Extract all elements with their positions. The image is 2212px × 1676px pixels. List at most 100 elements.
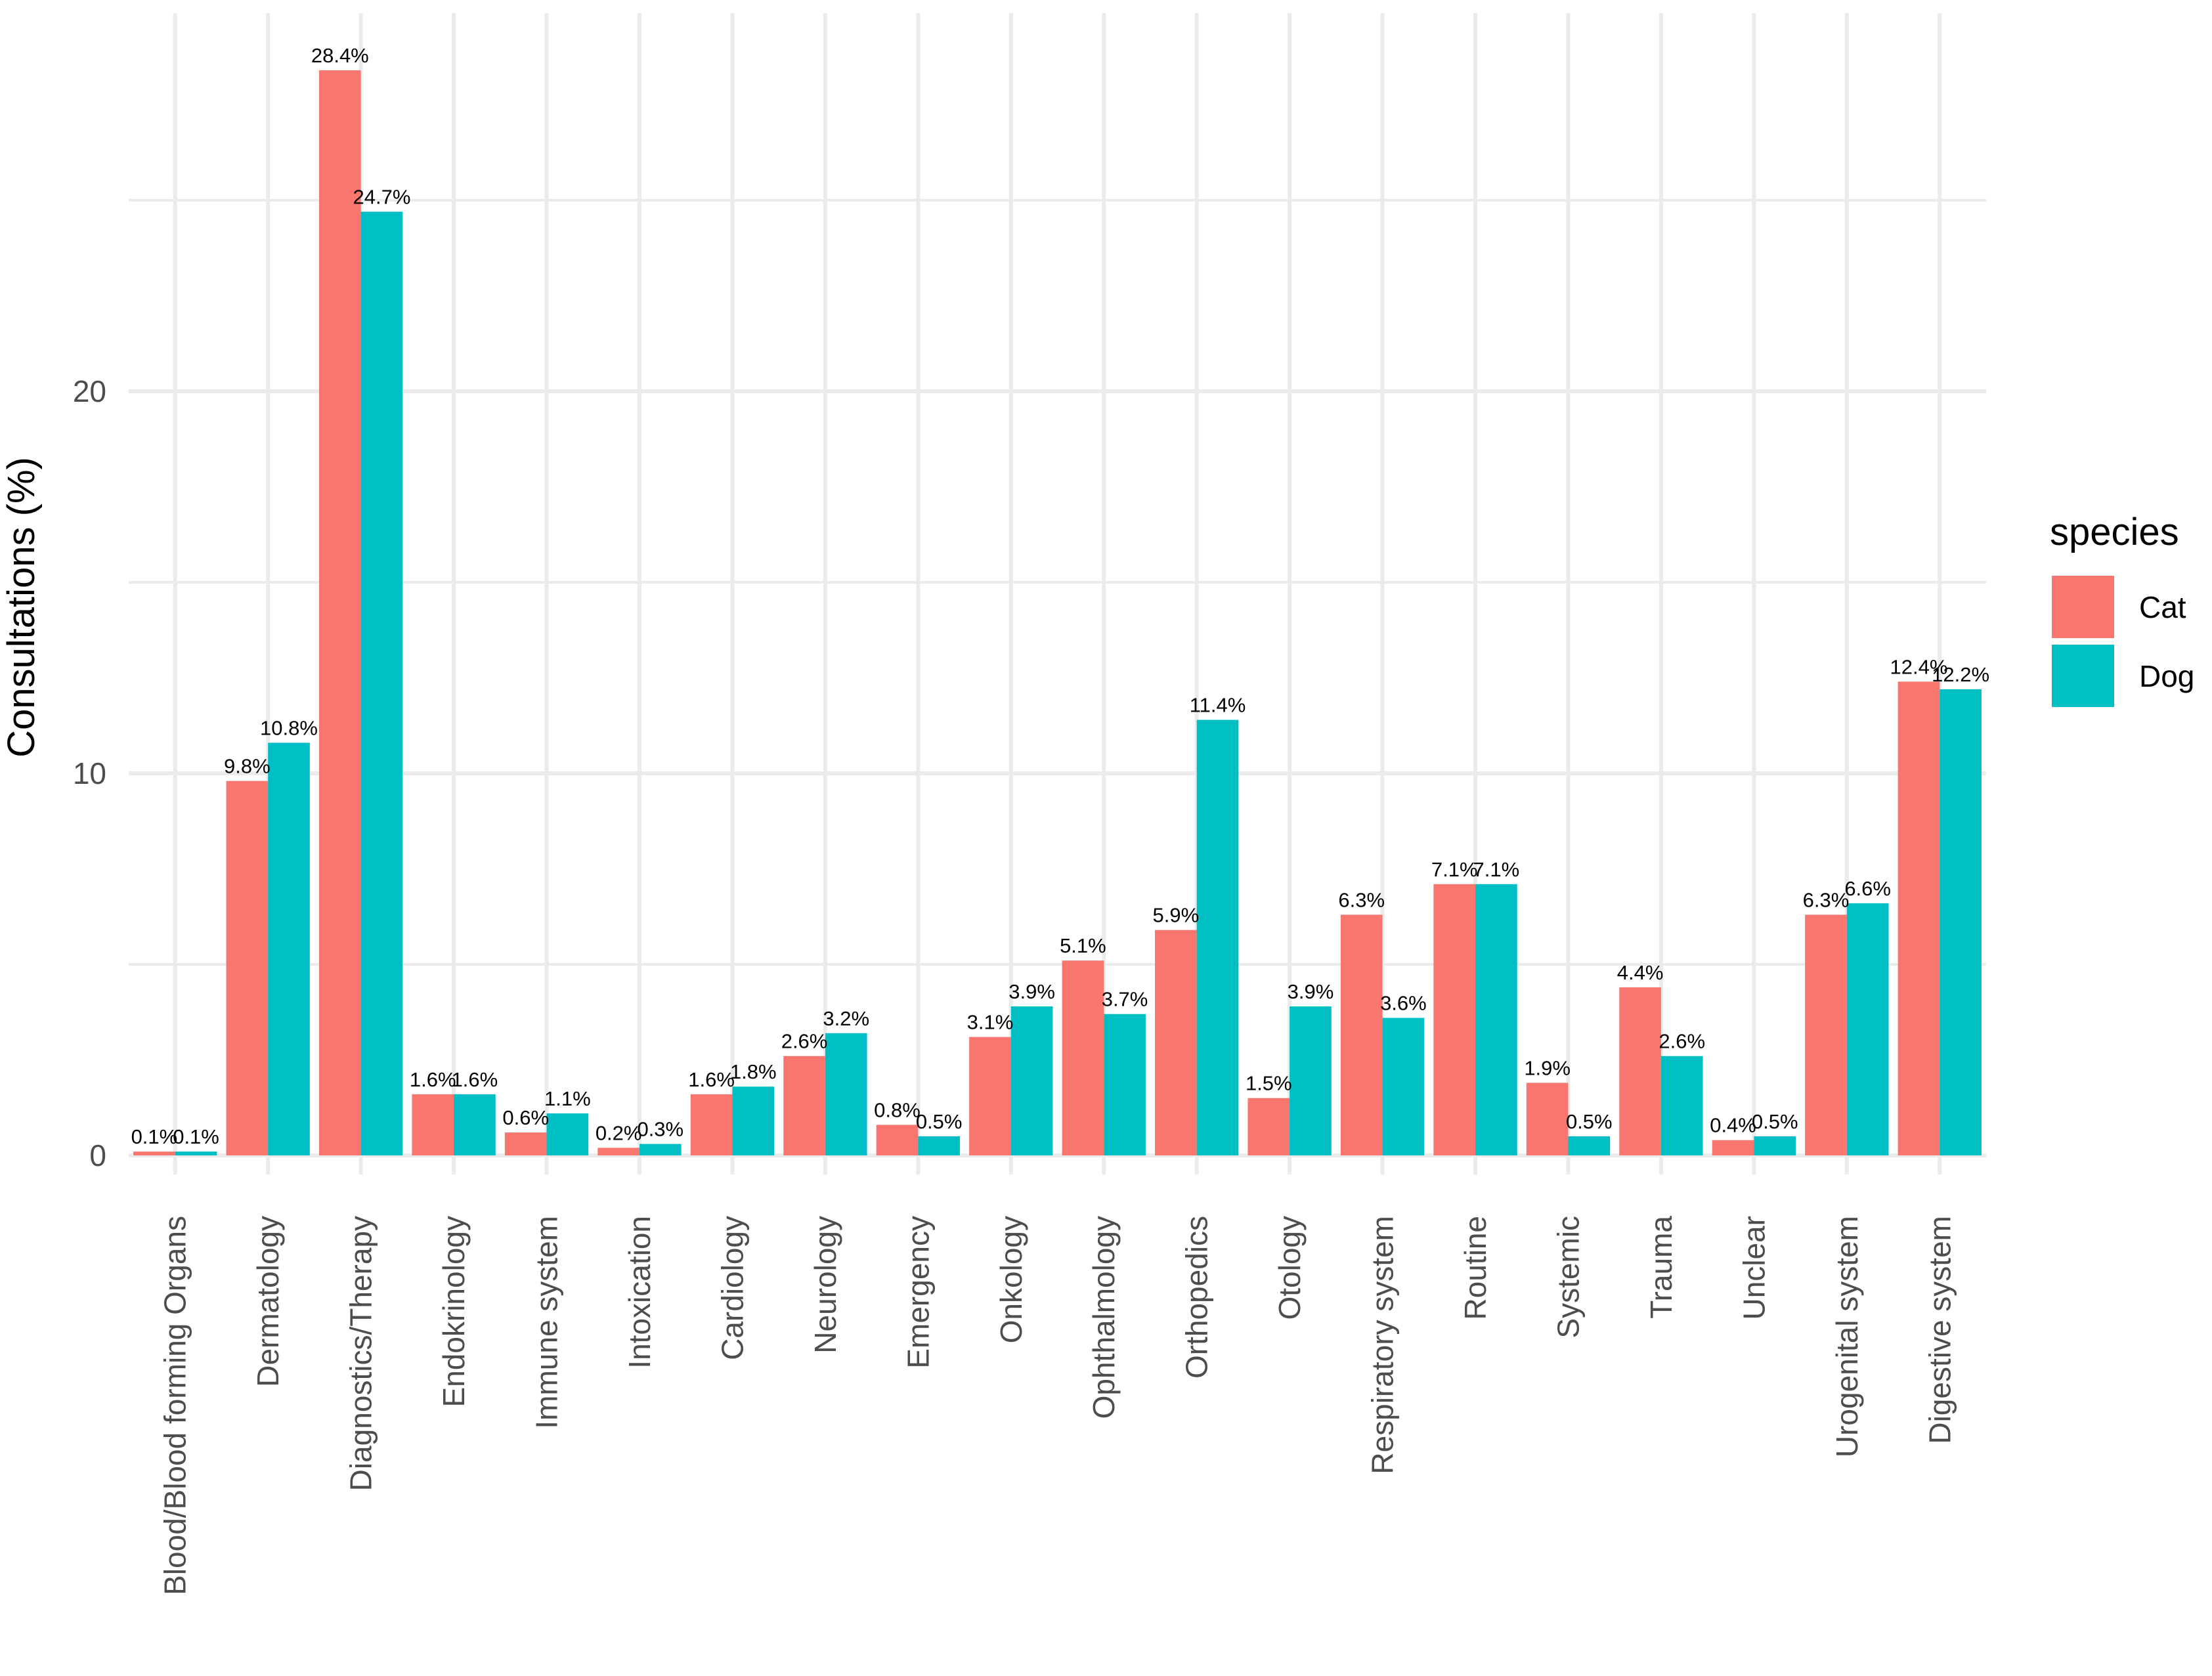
bar-label-cat-17: 4.4% bbox=[1617, 961, 1664, 984]
bar-label-cat-1: 0.1% bbox=[131, 1125, 178, 1148]
grid-lines bbox=[129, 13, 1986, 1175]
x-tick-label: Unclear bbox=[1737, 1216, 1771, 1320]
bar-label-cat-7: 1.6% bbox=[688, 1068, 735, 1091]
bar-cat-3 bbox=[318, 70, 361, 1156]
bar-dog-18 bbox=[1754, 1136, 1796, 1155]
bar-label-cat-2: 9.8% bbox=[224, 755, 271, 778]
legend-key-cat bbox=[2052, 576, 2114, 638]
bar-dog-13 bbox=[1290, 1006, 1332, 1155]
x-tick-label: Emergency bbox=[901, 1216, 935, 1369]
bar-label-dog-20: 12.2% bbox=[1932, 663, 1989, 686]
bar-cat-4 bbox=[412, 1094, 454, 1155]
bar-cat-18 bbox=[1712, 1140, 1754, 1155]
bar-cat-10 bbox=[969, 1037, 1011, 1155]
bar-dog-19 bbox=[1846, 903, 1889, 1155]
bar-cat-9 bbox=[876, 1125, 919, 1155]
bar-cat-12 bbox=[1155, 930, 1197, 1155]
bar-label-cat-10: 3.1% bbox=[967, 1011, 1014, 1034]
bar-dog-11 bbox=[1104, 1014, 1146, 1155]
y-axis-ticks: 0 10 20 bbox=[73, 374, 106, 1172]
bar-cat-8 bbox=[783, 1056, 825, 1155]
bar-label-cat-8: 2.6% bbox=[781, 1030, 828, 1053]
bar-dog-14 bbox=[1382, 1018, 1425, 1155]
bar-label-dog-3: 24.7% bbox=[353, 185, 410, 208]
x-tick-label: Trauma bbox=[1644, 1216, 1678, 1319]
bar-dog-3 bbox=[360, 211, 403, 1156]
x-tick-label: Endokrinology bbox=[437, 1216, 471, 1407]
x-tick-label: Otology bbox=[1272, 1216, 1307, 1320]
bar-label-cat-15: 7.1% bbox=[1431, 858, 1478, 881]
x-tick-label: Intoxication bbox=[622, 1216, 657, 1369]
bar-label-dog-2: 10.8% bbox=[260, 716, 318, 739]
bar-label-dog-18: 0.5% bbox=[1752, 1110, 1798, 1133]
bar-label-dog-9: 0.5% bbox=[916, 1110, 963, 1133]
bar-cat-1 bbox=[133, 1151, 175, 1155]
bar-label-dog-7: 1.8% bbox=[730, 1060, 777, 1083]
bar-label-cat-9: 0.8% bbox=[874, 1098, 921, 1121]
bar-label-dog-14: 3.6% bbox=[1380, 991, 1427, 1014]
x-tick-label: Onkology bbox=[994, 1216, 1028, 1343]
y-tick-label: 0 bbox=[89, 1138, 106, 1172]
bar-dog-12 bbox=[1196, 720, 1239, 1155]
x-tick-label: Cardiology bbox=[715, 1216, 749, 1360]
x-tick-label: Blood/Blood forming Organs bbox=[158, 1216, 192, 1595]
bar-cat-17 bbox=[1619, 987, 1661, 1155]
bar-label-cat-5: 0.6% bbox=[502, 1106, 549, 1129]
bar-dog-17 bbox=[1660, 1056, 1703, 1155]
x-tick-label: Neurology bbox=[808, 1216, 842, 1354]
bar-dog-20 bbox=[1940, 689, 1982, 1155]
bar-label-dog-15: 7.1% bbox=[1473, 858, 1520, 881]
bars bbox=[133, 70, 1982, 1156]
bar-label-dog-5: 1.1% bbox=[544, 1087, 591, 1110]
bar-label-cat-3: 28.4% bbox=[311, 44, 369, 67]
bar-cat-2 bbox=[226, 781, 269, 1155]
x-axis-ticks: Blood/Blood forming Organs Dermatology Dia… bbox=[158, 1216, 1957, 1595]
y-axis-title: Consultations (%) bbox=[0, 457, 43, 758]
bar-label-cat-13: 1.5% bbox=[1246, 1072, 1292, 1095]
x-tick-label: Respiratory system bbox=[1366, 1216, 1400, 1474]
bar-label-cat-19: 6.3% bbox=[1803, 888, 1850, 911]
x-tick-label: Dermatology bbox=[251, 1216, 285, 1387]
bar-cat-13 bbox=[1247, 1098, 1290, 1155]
bar-label-dog-10: 3.9% bbox=[1008, 980, 1055, 1003]
bar-label-cat-20: 12.4% bbox=[1890, 655, 1947, 678]
bar-label-cat-16: 1.9% bbox=[1524, 1056, 1571, 1079]
bar-dog-6 bbox=[639, 1144, 682, 1155]
bar-dog-2 bbox=[268, 742, 310, 1155]
bar-label-cat-6: 0.2% bbox=[596, 1121, 642, 1144]
legend-key-dog bbox=[2052, 645, 2114, 707]
bar-dog-9 bbox=[918, 1136, 960, 1155]
y-tick-label: 20 bbox=[73, 374, 106, 408]
bar-label-cat-4: 1.6% bbox=[410, 1068, 456, 1091]
bar-dog-15 bbox=[1475, 884, 1517, 1155]
bar-dog-5 bbox=[546, 1113, 589, 1155]
bar-dog-10 bbox=[1010, 1006, 1053, 1155]
x-tick-label: Diagnostics/Therapy bbox=[344, 1216, 378, 1491]
bar-label-dog-12: 11.4% bbox=[1190, 694, 1246, 717]
bar-label-cat-18: 0.4% bbox=[1710, 1114, 1756, 1137]
x-tick-label: Ophthalmology bbox=[1087, 1216, 1121, 1419]
bar-cat-19 bbox=[1805, 914, 1847, 1155]
x-tick-label: Routine bbox=[1458, 1216, 1492, 1320]
bar-label-cat-12: 5.9% bbox=[1153, 904, 1200, 927]
bar-value-labels: 0.1%9.8%28.4%1.6%0.6%0.2%1.6%2.6%0.8%3.1… bbox=[131, 44, 1989, 1148]
bar-label-dog-4: 1.6% bbox=[452, 1068, 498, 1091]
bar-label-dog-17: 2.6% bbox=[1659, 1030, 1705, 1053]
bar-cat-11 bbox=[1062, 960, 1104, 1155]
legend-label-dog: Dog bbox=[2139, 659, 2194, 693]
bar-cat-15 bbox=[1433, 884, 1476, 1155]
bar-dog-4 bbox=[454, 1094, 496, 1155]
bar-label-dog-11: 3.7% bbox=[1102, 988, 1148, 1011]
bar-cat-5 bbox=[504, 1132, 547, 1155]
bar-cat-6 bbox=[597, 1148, 640, 1155]
bar-dog-7 bbox=[732, 1086, 775, 1155]
y-tick-label: 10 bbox=[73, 756, 106, 790]
legend-title: species bbox=[2050, 511, 2179, 553]
bar-label-dog-8: 3.2% bbox=[823, 1007, 869, 1030]
bar-cat-14 bbox=[1340, 914, 1383, 1155]
x-tick-label: Urogenital system bbox=[1830, 1216, 1864, 1457]
bar-label-dog-16: 0.5% bbox=[1566, 1110, 1613, 1133]
x-tick-label: Systemic bbox=[1551, 1216, 1585, 1339]
legend-label-cat: Cat bbox=[2139, 590, 2186, 624]
